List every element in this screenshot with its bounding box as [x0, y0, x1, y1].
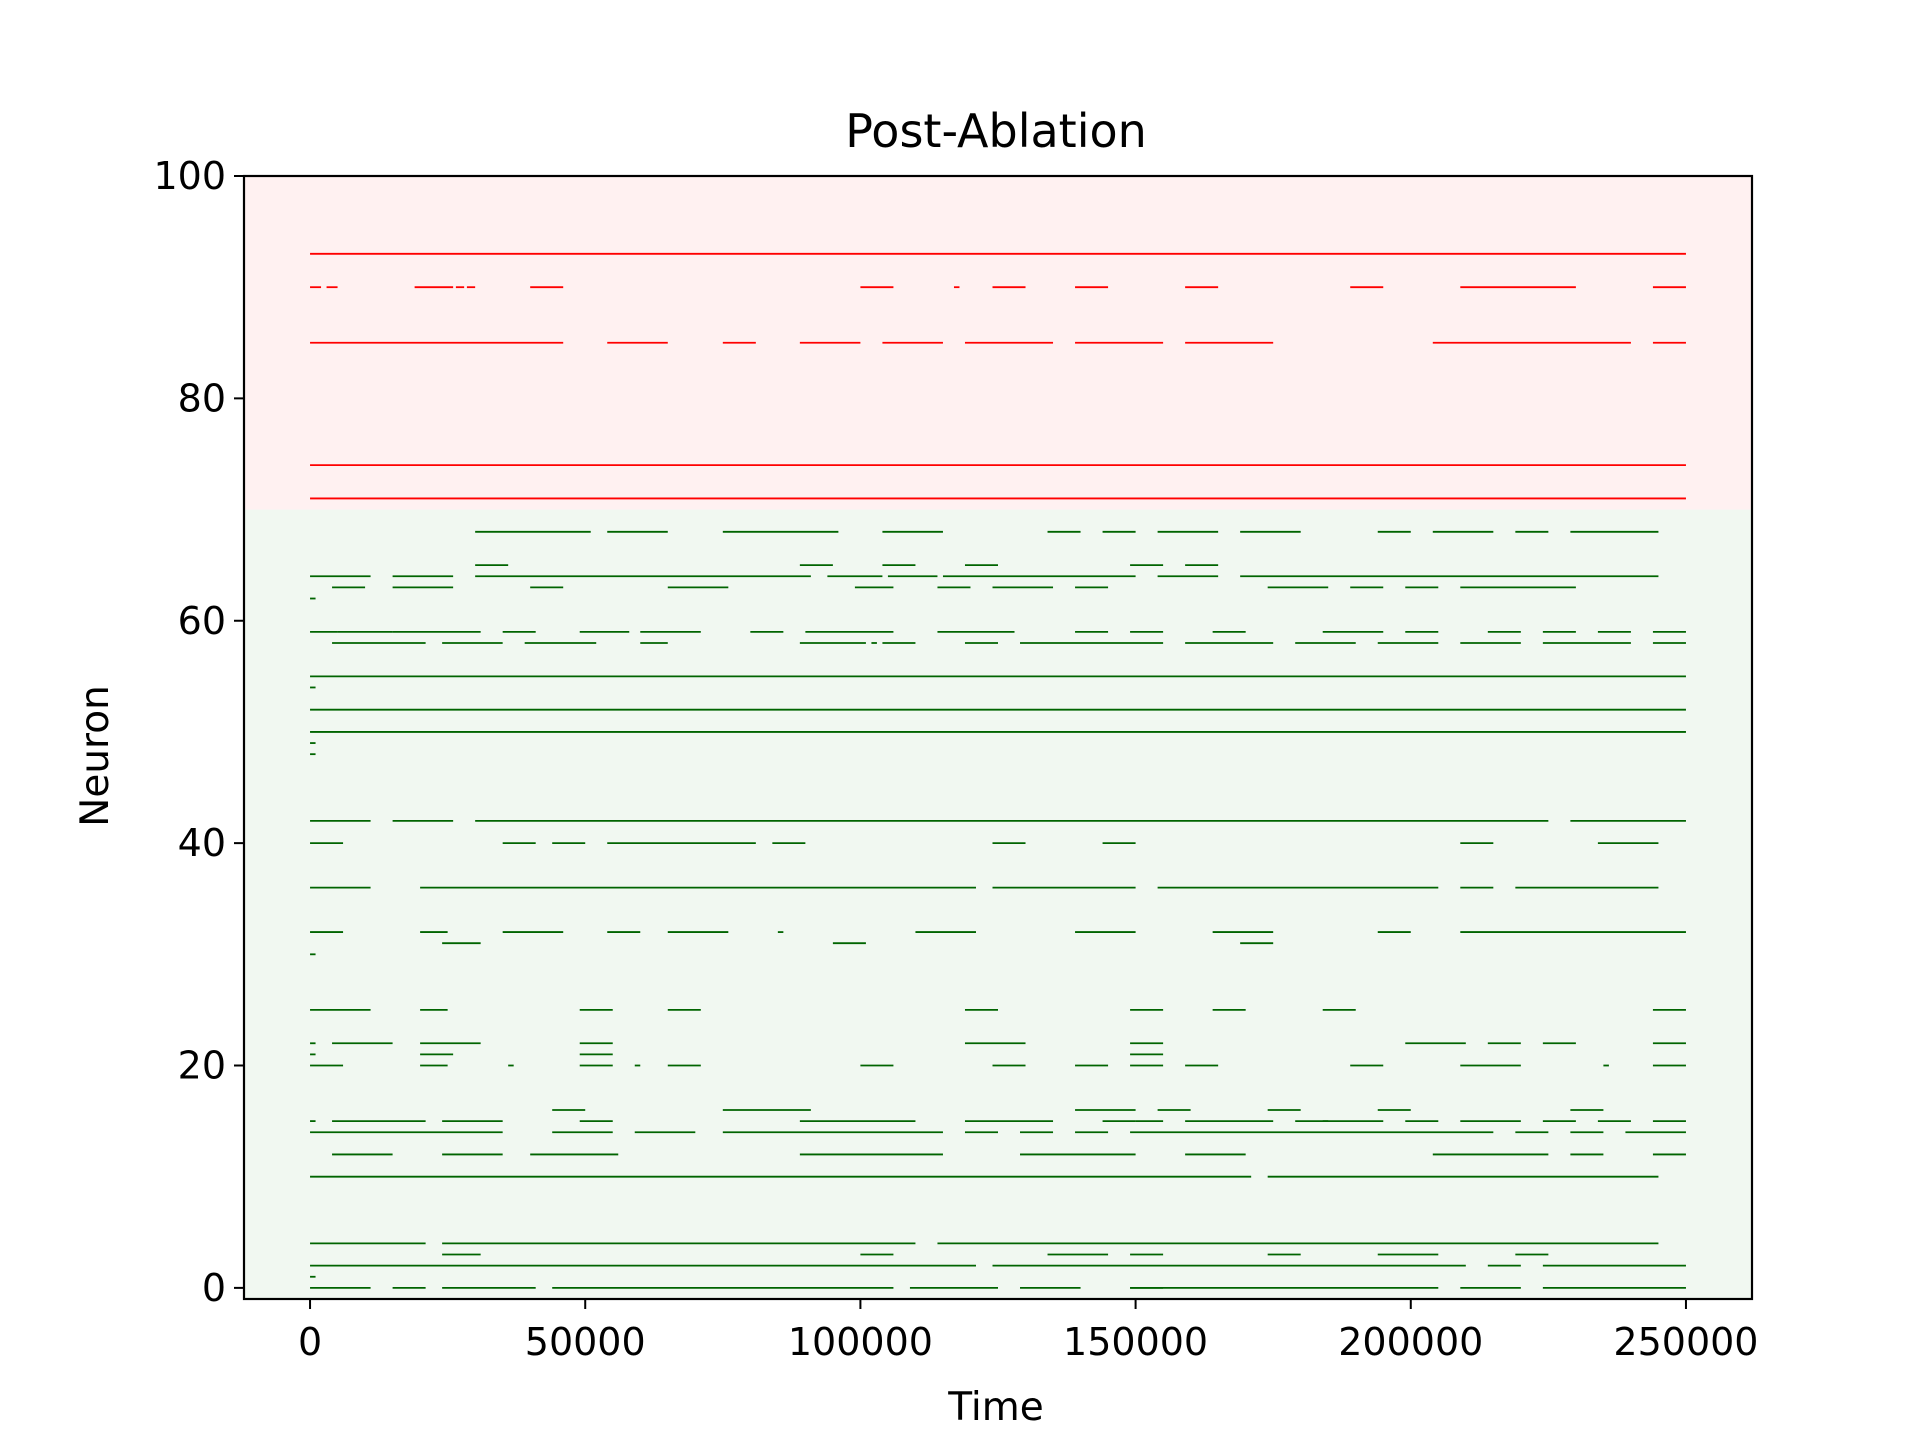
- x-tick-label: 200000: [1338, 1320, 1483, 1364]
- x-axis-ticks: 0 50000 100000 150000 200000 250000: [298, 1299, 1758, 1364]
- x-axis-label: Time: [947, 1385, 1043, 1430]
- x-tick-label: 50000: [525, 1320, 646, 1364]
- background-regions: [244, 176, 1752, 1300]
- plot-frame: [242, 174, 1754, 1301]
- x-tick-label: 100000: [788, 1320, 933, 1364]
- x-tick-label: 0: [298, 1320, 322, 1364]
- y-tick-label: 80: [178, 376, 226, 420]
- spike-trains: [310, 252, 1686, 1289]
- y-tick-label: 100: [153, 154, 226, 198]
- y-tick-label: 20: [178, 1044, 226, 1088]
- y-axis-ticks: 0 20 40 60 80 100: [153, 154, 244, 1310]
- x-tick-label: 250000: [1613, 1320, 1758, 1364]
- y-tick-label: 60: [178, 599, 226, 643]
- y-axis-label: Neuron: [73, 685, 118, 827]
- y-tick-label: 0: [202, 1266, 226, 1310]
- y-tick-label: 40: [178, 821, 226, 865]
- chart-title: Post-Ablation: [845, 104, 1147, 158]
- background-region-0: [244, 509, 1752, 1300]
- x-tick-label: 150000: [1063, 1320, 1208, 1364]
